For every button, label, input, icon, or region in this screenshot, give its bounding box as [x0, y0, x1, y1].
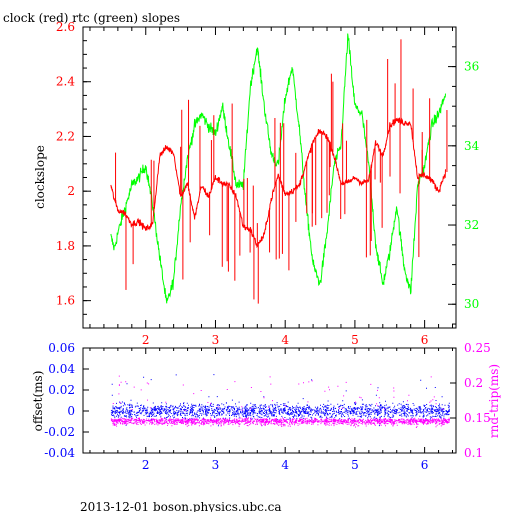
y-tick-label-top: 1.6: [56, 294, 75, 308]
y2-tick-label-bottom: 0.15: [464, 411, 491, 425]
y-tick-label-top: 2: [67, 184, 75, 198]
y-tick-label-top: 2.4: [56, 75, 75, 89]
x-tick-label-top: 5: [351, 333, 359, 347]
x-tick-label-top: 6: [421, 333, 429, 347]
series-line-clock: [110, 117, 446, 249]
y2-tick-label-top: 34: [464, 139, 480, 153]
y2-tick-label-bottom: 0.25: [464, 341, 491, 355]
plot-frame-bottom: [82, 347, 457, 454]
offset-panel: 2 3 4 5 6 -0.04 -0.02 0 0.02 0.04 0.06 0.1 0.15 0.2 0.…: [31, 341, 501, 472]
x-tick-label-top: 4: [281, 333, 289, 347]
y-tick-label-bottom: -0.02: [44, 425, 75, 439]
y-tick-label-top: 1.8: [56, 239, 75, 253]
x-tick-label-bottom: 6: [421, 458, 429, 472]
y-tick-label-bottom: -0.04: [44, 446, 75, 460]
y-tick-label-bottom: 0: [67, 404, 75, 418]
y2-tick-label-bottom: 0.1: [464, 446, 483, 460]
y-tick-label-top: 2.6: [56, 20, 75, 34]
y-axis-label-top: clockslope: [33, 145, 47, 209]
y2-tick-label-bottom: 0.2: [464, 376, 483, 390]
footer-label: 2013-12-01 boson.physics.ubc.ca: [80, 500, 282, 512]
y-axis-label-bottom: offset(ms): [31, 371, 45, 432]
x-tick-label-bottom: 5: [351, 458, 359, 472]
x-tick-label-bottom: 2: [142, 458, 150, 472]
y-tick-label-bottom: 0.04: [48, 362, 75, 376]
y2-tick-label-top: 36: [464, 60, 479, 74]
y-tick-label-top: 2.2: [56, 129, 75, 143]
x-tick-label-top: 2: [142, 333, 150, 347]
y2-tick-label-top: 30: [464, 297, 479, 311]
y-tick-label-bottom: 0.02: [48, 383, 75, 397]
y-tick-label-bottom: 0.06: [48, 341, 75, 355]
scatter-points-offset: [110, 374, 450, 427]
x-tick-label-bottom: 4: [281, 458, 289, 472]
y2-axis-label-bottom: rnd-trip(ms): [487, 364, 501, 438]
x-tick-label-top: 3: [212, 333, 220, 347]
series-line-rtc: [110, 33, 446, 304]
scatter-points-rnd-trip: [110, 375, 450, 428]
y2-tick-label-top: 32: [464, 218, 479, 232]
x-tick-label-bottom: 3: [212, 458, 220, 472]
chart-title: clock (red) rtc (green) slopes: [3, 11, 180, 25]
